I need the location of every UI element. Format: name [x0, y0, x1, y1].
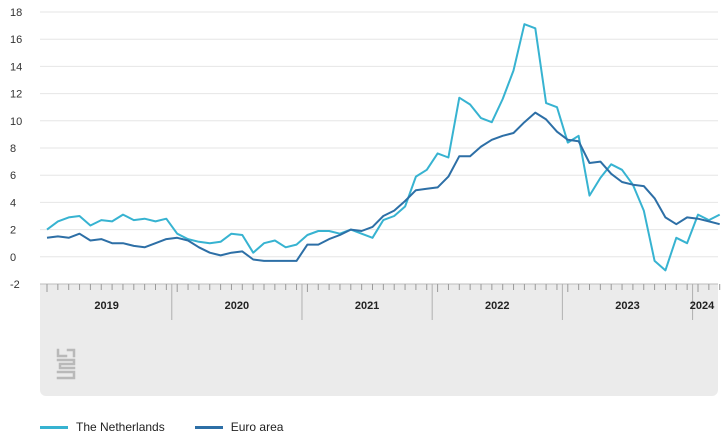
- y-tick-label: 14: [10, 61, 22, 73]
- y-tick-label: 10: [10, 116, 22, 128]
- y-tick-label: 8: [10, 143, 16, 155]
- legend: The Netherlands Euro area: [40, 420, 313, 434]
- y-tick-label: 12: [10, 89, 22, 101]
- x-year-label: 2019: [94, 300, 118, 312]
- legend-item-netherlands: The Netherlands: [40, 420, 165, 434]
- series-lines: [46, 23, 721, 272]
- y-tick-label: 2: [10, 225, 16, 237]
- y-tick-label: 0: [10, 252, 16, 264]
- x-year-label: 2021: [355, 300, 379, 312]
- y-axis: -2 0 2 4 6 8 10 12 14 16 18: [10, 7, 22, 291]
- legend-swatch-netherlands: [40, 425, 68, 429]
- x-axis-background: [40, 284, 718, 396]
- series-line-euro: [46, 111, 720, 262]
- y-tick-label: 16: [10, 34, 22, 46]
- legend-label-netherlands: The Netherlands: [76, 420, 165, 434]
- y-tick-label: 6: [10, 170, 16, 182]
- cbs-logo-icon: [56, 348, 76, 380]
- y-tick-label: 4: [10, 197, 16, 209]
- x-axis-band: 2019 2020 2021 2022 2023 2024: [40, 283, 721, 396]
- y-tick-label: 18: [10, 7, 22, 19]
- gridlines: [40, 11, 718, 285]
- y-tick-label: -2: [10, 279, 20, 291]
- legend-label-euro: Euro area: [230, 420, 284, 434]
- series-line-netherlands: [46, 23, 721, 272]
- x-year-label: 2023: [615, 300, 639, 312]
- x-year-label: 2024: [690, 300, 715, 312]
- legend-item-euro: Euro area: [194, 420, 284, 434]
- x-axis-background-top: [40, 284, 718, 292]
- x-year-label: 2022: [485, 300, 509, 312]
- x-year-label: 2020: [225, 300, 249, 312]
- legend-swatch-euro: [194, 425, 223, 429]
